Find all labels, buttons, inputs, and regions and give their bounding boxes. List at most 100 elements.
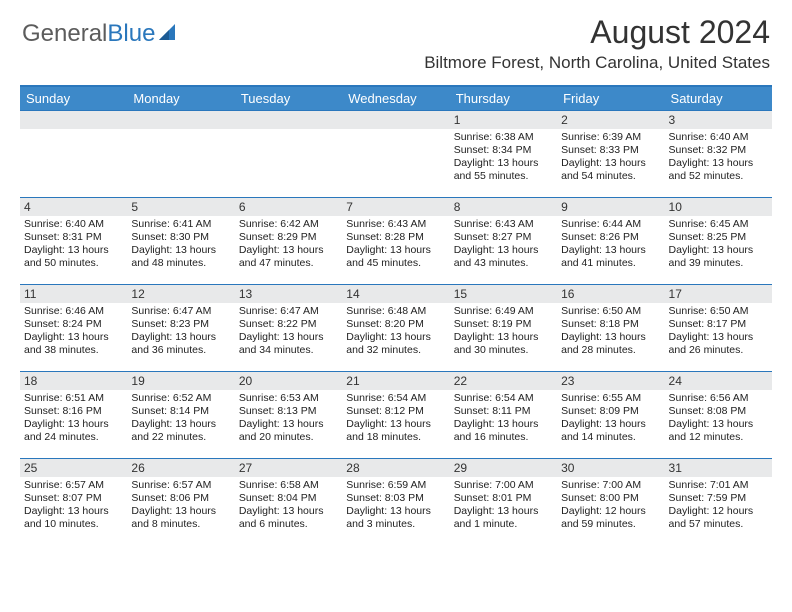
day-body: Sunrise: 6:59 AMSunset: 8:03 PMDaylight:… [342, 477, 449, 536]
day-cell: 27Sunrise: 6:58 AMSunset: 8:04 PMDayligh… [235, 459, 342, 545]
day-cell: 22Sunrise: 6:54 AMSunset: 8:11 PMDayligh… [450, 372, 557, 458]
day-number: 25 [20, 459, 127, 477]
sunset-label: Sunset: 8:24 PM [24, 318, 123, 331]
sunset-label: Sunset: 8:01 PM [454, 492, 553, 505]
day-cell [127, 111, 234, 197]
day-body: Sunrise: 7:00 AMSunset: 8:01 PMDaylight:… [450, 477, 557, 536]
sunrise-label: Sunrise: 6:50 AM [561, 305, 660, 318]
month-title: August 2024 [424, 14, 770, 51]
day-cell [20, 111, 127, 197]
day-number: 13 [235, 285, 342, 303]
sunset-label: Sunset: 7:59 PM [669, 492, 768, 505]
sunset-label: Sunset: 8:13 PM [239, 405, 338, 418]
daylight-label: Daylight: 13 hours and 50 minutes. [24, 244, 123, 270]
day-body: Sunrise: 6:44 AMSunset: 8:26 PMDaylight:… [557, 216, 664, 275]
day-number: 19 [127, 372, 234, 390]
sunrise-label: Sunrise: 6:50 AM [669, 305, 768, 318]
daylight-label: Daylight: 13 hours and 34 minutes. [239, 331, 338, 357]
day-body: Sunrise: 6:50 AMSunset: 8:17 PMDaylight:… [665, 303, 772, 362]
day-cell: 26Sunrise: 6:57 AMSunset: 8:06 PMDayligh… [127, 459, 234, 545]
day-number: 2 [557, 111, 664, 129]
day-number: 18 [20, 372, 127, 390]
day-body: Sunrise: 6:56 AMSunset: 8:08 PMDaylight:… [665, 390, 772, 449]
day-of-week-header: Sunday Monday Tuesday Wednesday Thursday… [20, 87, 772, 110]
day-number: 3 [665, 111, 772, 129]
sunrise-label: Sunrise: 6:52 AM [131, 392, 230, 405]
day-number: 5 [127, 198, 234, 216]
daylight-label: Daylight: 13 hours and 55 minutes. [454, 157, 553, 183]
day-body: Sunrise: 6:54 AMSunset: 8:11 PMDaylight:… [450, 390, 557, 449]
sunset-label: Sunset: 8:28 PM [346, 231, 445, 244]
day-body: Sunrise: 6:43 AMSunset: 8:28 PMDaylight:… [342, 216, 449, 275]
day-cell: 18Sunrise: 6:51 AMSunset: 8:16 PMDayligh… [20, 372, 127, 458]
day-number: 8 [450, 198, 557, 216]
day-body: Sunrise: 6:48 AMSunset: 8:20 PMDaylight:… [342, 303, 449, 362]
sunrise-label: Sunrise: 7:01 AM [669, 479, 768, 492]
day-body: Sunrise: 6:47 AMSunset: 8:22 PMDaylight:… [235, 303, 342, 362]
day-cell: 8Sunrise: 6:43 AMSunset: 8:27 PMDaylight… [450, 198, 557, 284]
sunrise-label: Sunrise: 6:40 AM [669, 131, 768, 144]
day-number: 23 [557, 372, 664, 390]
day-cell: 23Sunrise: 6:55 AMSunset: 8:09 PMDayligh… [557, 372, 664, 458]
day-number: 22 [450, 372, 557, 390]
sunset-label: Sunset: 8:32 PM [669, 144, 768, 157]
day-number: 4 [20, 198, 127, 216]
daylight-label: Daylight: 13 hours and 3 minutes. [346, 505, 445, 531]
sunset-label: Sunset: 8:11 PM [454, 405, 553, 418]
day-body: Sunrise: 6:55 AMSunset: 8:09 PMDaylight:… [557, 390, 664, 449]
day-cell: 4Sunrise: 6:40 AMSunset: 8:31 PMDaylight… [20, 198, 127, 284]
sunset-label: Sunset: 8:19 PM [454, 318, 553, 331]
day-number: 12 [127, 285, 234, 303]
sunset-label: Sunset: 8:34 PM [454, 144, 553, 157]
day-number: 29 [450, 459, 557, 477]
daylight-label: Daylight: 13 hours and 41 minutes. [561, 244, 660, 270]
day-cell: 31Sunrise: 7:01 AMSunset: 7:59 PMDayligh… [665, 459, 772, 545]
day-number: 27 [235, 459, 342, 477]
dow-friday: Friday [557, 87, 664, 110]
day-body: Sunrise: 6:47 AMSunset: 8:23 PMDaylight:… [127, 303, 234, 362]
daylight-label: Daylight: 13 hours and 10 minutes. [24, 505, 123, 531]
day-body: Sunrise: 6:57 AMSunset: 8:06 PMDaylight:… [127, 477, 234, 536]
day-cell: 2Sunrise: 6:39 AMSunset: 8:33 PMDaylight… [557, 111, 664, 197]
day-number: 10 [665, 198, 772, 216]
daylight-label: Daylight: 13 hours and 26 minutes. [669, 331, 768, 357]
daylight-label: Daylight: 12 hours and 59 minutes. [561, 505, 660, 531]
sunrise-label: Sunrise: 6:49 AM [454, 305, 553, 318]
day-number: 28 [342, 459, 449, 477]
day-cell: 15Sunrise: 6:49 AMSunset: 8:19 PMDayligh… [450, 285, 557, 371]
sunrise-label: Sunrise: 6:41 AM [131, 218, 230, 231]
location-label: Biltmore Forest, North Carolina, United … [424, 53, 770, 73]
day-body: Sunrise: 6:45 AMSunset: 8:25 PMDaylight:… [665, 216, 772, 275]
sunrise-label: Sunrise: 6:44 AM [561, 218, 660, 231]
day-body: Sunrise: 6:49 AMSunset: 8:19 PMDaylight:… [450, 303, 557, 362]
sunrise-label: Sunrise: 6:47 AM [131, 305, 230, 318]
sunrise-label: Sunrise: 6:43 AM [454, 218, 553, 231]
day-body: Sunrise: 6:38 AMSunset: 8:34 PMDaylight:… [450, 129, 557, 188]
day-cell: 19Sunrise: 6:52 AMSunset: 8:14 PMDayligh… [127, 372, 234, 458]
sunset-label: Sunset: 8:27 PM [454, 231, 553, 244]
sunrise-label: Sunrise: 6:45 AM [669, 218, 768, 231]
day-number: 6 [235, 198, 342, 216]
day-body: Sunrise: 6:54 AMSunset: 8:12 PMDaylight:… [342, 390, 449, 449]
week-row: 1Sunrise: 6:38 AMSunset: 8:34 PMDaylight… [20, 110, 772, 197]
daylight-label: Daylight: 13 hours and 30 minutes. [454, 331, 553, 357]
day-body: Sunrise: 6:40 AMSunset: 8:31 PMDaylight:… [20, 216, 127, 275]
day-cell: 7Sunrise: 6:43 AMSunset: 8:28 PMDaylight… [342, 198, 449, 284]
day-cell: 21Sunrise: 6:54 AMSunset: 8:12 PMDayligh… [342, 372, 449, 458]
sunrise-label: Sunrise: 6:47 AM [239, 305, 338, 318]
daylight-label: Daylight: 13 hours and 54 minutes. [561, 157, 660, 183]
sunset-label: Sunset: 8:07 PM [24, 492, 123, 505]
day-cell: 5Sunrise: 6:41 AMSunset: 8:30 PMDaylight… [127, 198, 234, 284]
daylight-label: Daylight: 13 hours and 8 minutes. [131, 505, 230, 531]
sunset-label: Sunset: 8:00 PM [561, 492, 660, 505]
sunrise-label: Sunrise: 6:57 AM [131, 479, 230, 492]
day-body: Sunrise: 6:52 AMSunset: 8:14 PMDaylight:… [127, 390, 234, 449]
day-number: 24 [665, 372, 772, 390]
daylight-label: Daylight: 13 hours and 1 minute. [454, 505, 553, 531]
sunset-label: Sunset: 8:17 PM [669, 318, 768, 331]
day-cell: 14Sunrise: 6:48 AMSunset: 8:20 PMDayligh… [342, 285, 449, 371]
sunset-label: Sunset: 8:08 PM [669, 405, 768, 418]
sunset-label: Sunset: 8:18 PM [561, 318, 660, 331]
day-number: 11 [20, 285, 127, 303]
day-body: Sunrise: 6:40 AMSunset: 8:32 PMDaylight:… [665, 129, 772, 188]
